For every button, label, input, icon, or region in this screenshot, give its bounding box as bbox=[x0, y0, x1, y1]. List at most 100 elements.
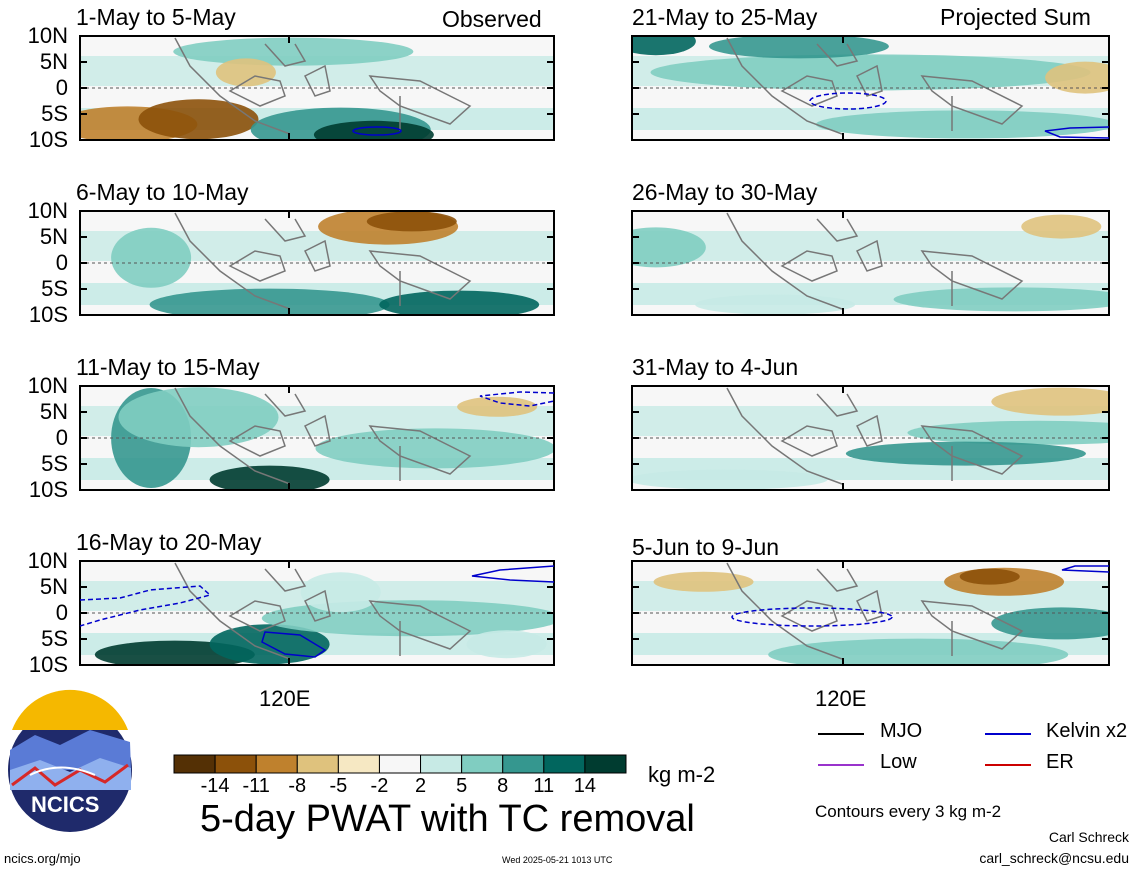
map-panel-1-0 bbox=[631, 35, 1110, 141]
coastline bbox=[174, 37, 472, 135]
lat-label-0-0: 10N bbox=[27, 23, 68, 48]
lon-label-left: 120E bbox=[259, 686, 311, 711]
ncics-logo bbox=[8, 689, 132, 832]
coastline bbox=[174, 212, 472, 310]
anomaly-blob bbox=[466, 630, 547, 659]
colorbar-tick-8: 11 bbox=[533, 775, 555, 797]
anomaly-blob bbox=[111, 227, 192, 288]
contour-note: Contours every 3 kg m-2 bbox=[815, 802, 1002, 821]
colorbar-swatch-5 bbox=[378, 754, 422, 774]
kelvin-contour bbox=[809, 92, 887, 110]
panel-title-2: 6-May to 10-May bbox=[76, 179, 249, 205]
legend-kelvin-label: Kelvin x2 bbox=[1046, 720, 1128, 742]
colorbar-tick-4: -2 bbox=[370, 775, 389, 797]
anomaly-blob bbox=[959, 568, 1020, 585]
lat-label-2-2: 0 bbox=[55, 425, 68, 450]
colorbar-tick-7: 8 bbox=[497, 775, 509, 797]
footer-email[interactable]: carl_schreck@ncsu.edu bbox=[979, 850, 1129, 866]
anomaly-blob bbox=[815, 110, 1109, 139]
lat-label-3-2: 0 bbox=[55, 600, 68, 625]
footer-timestamp: Wed 2025-05-21 1013 UTC bbox=[502, 855, 613, 865]
anomaly-shading bbox=[632, 36, 1109, 139]
coastline bbox=[174, 387, 472, 485]
colorbar-swatch-0 bbox=[173, 754, 216, 774]
colorbar-tick-2: -8 bbox=[288, 775, 307, 797]
footer-site-link[interactable]: ncics.org/mjo bbox=[4, 851, 81, 866]
colorbar-swatch-1 bbox=[214, 754, 257, 774]
anomaly-blob bbox=[845, 441, 1086, 466]
coastline bbox=[726, 37, 1024, 135]
colorbar-tick-9: 14 bbox=[573, 775, 597, 797]
panel-title-1: 1-May to 5-May bbox=[76, 4, 236, 30]
coastline bbox=[726, 562, 1024, 660]
colorbar-swatch-7 bbox=[461, 754, 504, 774]
lat-label-3-4: 10S bbox=[28, 652, 68, 677]
kelvin-contour bbox=[479, 391, 555, 407]
footer-author: Carl Schreck bbox=[1048, 829, 1129, 845]
colorbar-tick-0: -14 bbox=[200, 775, 230, 797]
map-panel-1-1 bbox=[631, 210, 1110, 316]
anomaly-band bbox=[632, 231, 1109, 261]
colorbar-swatch-6 bbox=[420, 754, 463, 774]
legend-low-line bbox=[818, 764, 864, 766]
lat-label-3-3: 5S bbox=[41, 626, 68, 651]
legend-mjo-line bbox=[818, 733, 864, 735]
lat-label-2-4: 10S bbox=[28, 477, 68, 502]
anomaly-blob bbox=[313, 120, 434, 140]
anomaly-shading bbox=[94, 562, 554, 665]
anomaly-blob bbox=[379, 290, 540, 315]
lat-label-2-1: 5N bbox=[39, 399, 68, 424]
map-panel-0-2 bbox=[79, 385, 555, 491]
panel-title-3: 11-May to 15-May bbox=[76, 354, 260, 380]
projected-label: Projected Sum bbox=[940, 4, 1091, 30]
anomaly-blob bbox=[457, 396, 538, 417]
anomaly-blob bbox=[173, 37, 414, 66]
colorbar-swatch-9 bbox=[543, 754, 586, 774]
lat-label-1-4: 10S bbox=[28, 302, 68, 327]
anomaly-shading bbox=[632, 212, 1109, 315]
panel-title-7: 31-May to 4-Jun bbox=[632, 354, 799, 380]
anomaly-blob bbox=[1021, 214, 1102, 239]
map-panel-0-3 bbox=[79, 560, 555, 666]
anomaly-blob bbox=[366, 211, 457, 232]
kelvin-contour bbox=[352, 126, 402, 136]
panel-title-4: 16-May to 20-May bbox=[76, 529, 262, 555]
anomaly-blob bbox=[991, 387, 1109, 416]
lat-label-1-1: 5N bbox=[39, 224, 68, 249]
map-panel-0-1 bbox=[79, 210, 555, 316]
legend-er-label: ER bbox=[1046, 751, 1074, 773]
anomaly-blob bbox=[300, 572, 381, 613]
coastline bbox=[726, 387, 1024, 485]
legend-low-label: Low bbox=[880, 751, 917, 773]
kelvin-contour bbox=[1044, 126, 1110, 139]
kelvin-contour bbox=[79, 585, 212, 627]
anomaly-blob bbox=[1045, 61, 1109, 94]
anomaly-blob bbox=[138, 99, 259, 140]
kelvin-contour bbox=[471, 565, 555, 583]
colorbar-swatch-10 bbox=[584, 754, 627, 774]
legend-kelvin-line bbox=[985, 733, 1031, 735]
colorbar-tick-6: 5 bbox=[456, 775, 468, 797]
anomaly-shading bbox=[632, 387, 1109, 490]
anomaly-blob bbox=[215, 58, 276, 87]
anomaly-blob bbox=[650, 54, 1091, 91]
anomaly-blob bbox=[632, 227, 706, 268]
map-panel-0-0 bbox=[79, 35, 555, 141]
legend-mjo-label: MJO bbox=[880, 720, 923, 742]
colorbar-swatch-3 bbox=[296, 754, 339, 774]
panel-title-5: 21-May to 25-May bbox=[632, 4, 818, 30]
lat-label-0-3: 5S bbox=[41, 101, 68, 126]
anomaly-blob bbox=[118, 387, 279, 448]
lat-label-0-4: 10S bbox=[28, 127, 68, 152]
logo-text: NCICS bbox=[31, 792, 100, 817]
anomaly-blob bbox=[209, 465, 330, 490]
lat-label-1-3: 5S bbox=[41, 276, 68, 301]
kelvin-contour bbox=[1061, 565, 1110, 573]
colorbar-swatch-8 bbox=[502, 754, 545, 774]
lat-label-0-2: 0 bbox=[55, 75, 68, 100]
anomaly-blob bbox=[632, 36, 696, 56]
colorbar-tick-1: -11 bbox=[242, 775, 270, 797]
colorbar-units: kg m-2 bbox=[648, 762, 716, 787]
coastline bbox=[726, 212, 1024, 310]
